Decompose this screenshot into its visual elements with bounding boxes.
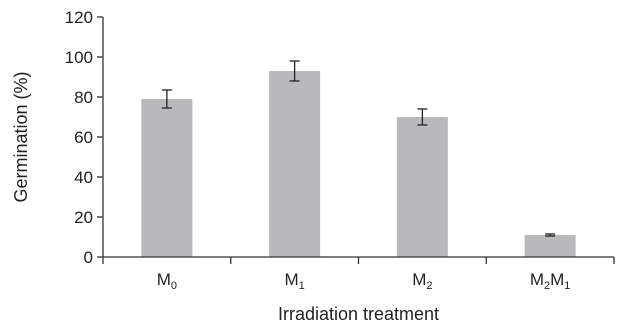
error-bars-group [161, 60, 556, 237]
y-axis-title: Germination (%) [11, 71, 31, 202]
x-axis-title: Irradiation treatment [278, 304, 439, 324]
y-axis: 0 20 40 60 80 100 120 [65, 8, 104, 267]
x-axis: M0 M1 M2 M2M1 [102, 256, 615, 292]
y-tick-label: 20 [74, 208, 93, 227]
y-tick-label: 40 [74, 168, 93, 187]
y-tick-label: 120 [65, 8, 93, 27]
bars-group [141, 71, 576, 257]
y-tick-label: 80 [74, 88, 93, 107]
error-bar [161, 89, 172, 109]
error-bar [289, 60, 300, 82]
error-bar [545, 233, 556, 237]
y-tick-label: 100 [65, 48, 93, 67]
x-tick-label: M1 [284, 270, 304, 292]
x-tick-label: M2 [412, 270, 432, 292]
x-tick-label: M0 [157, 270, 177, 292]
bar [524, 235, 576, 257]
x-tick-label: M2M1 [530, 270, 571, 292]
error-bar [417, 108, 428, 126]
bar [269, 71, 321, 257]
y-tick-label: 0 [84, 248, 93, 267]
bar [141, 99, 193, 257]
bar [396, 117, 448, 257]
y-tick-label: 60 [74, 128, 93, 147]
